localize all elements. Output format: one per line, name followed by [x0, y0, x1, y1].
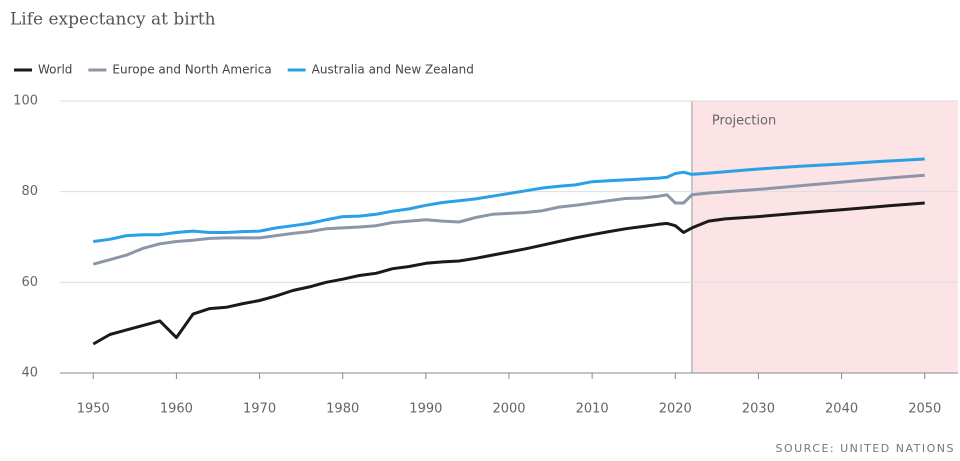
- series-line: [93, 157, 925, 243]
- x-tick-label: 1990: [409, 402, 442, 417]
- y-tick-label: 60: [21, 275, 38, 290]
- series-line: [92, 173, 925, 266]
- x-tick-label: 2030: [742, 402, 775, 417]
- annotation-label: Projection: [712, 114, 776, 129]
- source: SOURCE: UNITED NATIONS: [775, 442, 955, 455]
- y-tick-label: 80: [21, 184, 38, 199]
- x-tick-label: 1980: [326, 402, 359, 417]
- x-tick-label: 2000: [492, 402, 525, 417]
- chart-title: Life expectancy at birth: [10, 10, 216, 30]
- y-tick-label: 40: [21, 366, 38, 381]
- x-tick-label: 1970: [243, 402, 276, 417]
- x-tick-label: 2020: [659, 402, 692, 417]
- projection-area: [691, 101, 958, 373]
- x-tick-label: 1960: [160, 402, 193, 417]
- legend-label: Australia and New Zealand: [312, 63, 474, 77]
- x-tick-label: 1950: [77, 402, 110, 417]
- legend-label: Europe and North America: [112, 63, 271, 77]
- legend-label: World: [38, 63, 72, 77]
- x-tick-label: 2040: [825, 402, 858, 417]
- x-tick-label: 2050: [908, 402, 941, 417]
- x-tick-label: 2010: [576, 402, 609, 417]
- series-line: [92, 201, 925, 346]
- y-tick-label: 100: [13, 94, 38, 109]
